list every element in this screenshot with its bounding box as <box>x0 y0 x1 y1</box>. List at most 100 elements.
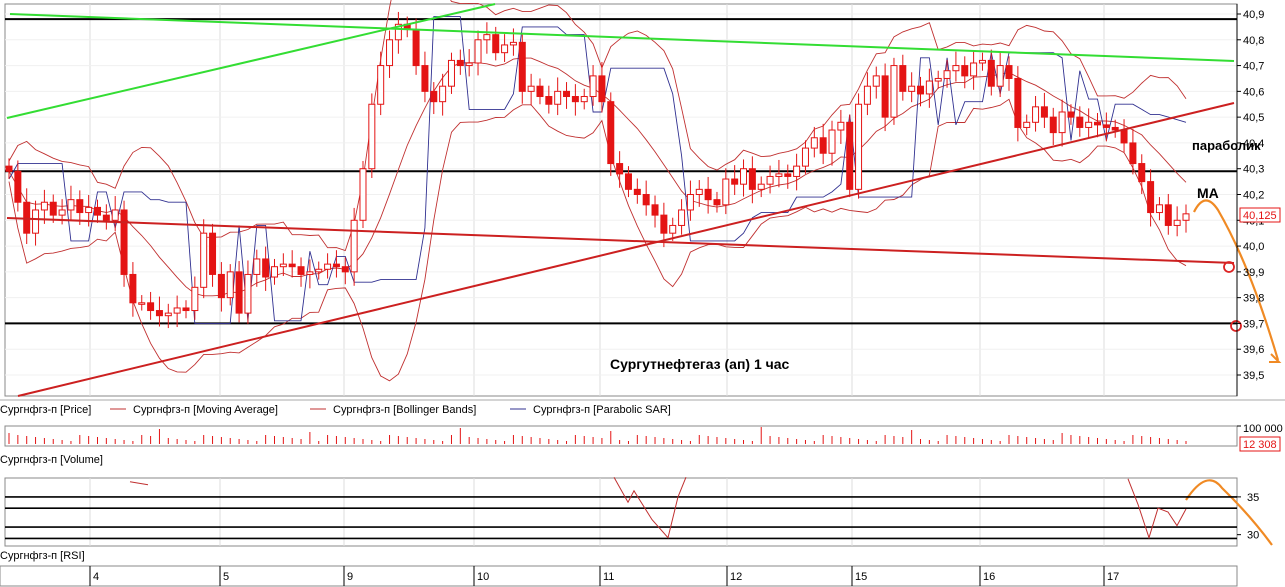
candle-body <box>970 62 978 77</box>
candle-body <box>943 70 951 79</box>
candle <box>49 194 57 223</box>
time-axis-label: 5 <box>223 571 229 583</box>
candle-body <box>766 175 774 185</box>
time-axis-label: 9 <box>347 571 353 583</box>
candle-body <box>554 90 562 105</box>
forecast-arrow-price <box>1193 199 1280 361</box>
candle-body <box>120 209 128 275</box>
candle <box>828 120 836 166</box>
candle <box>784 164 792 189</box>
candle-body <box>111 209 119 221</box>
candle-body <box>430 90 438 103</box>
candle <box>76 190 84 225</box>
candle <box>1155 197 1163 221</box>
candle <box>686 180 694 221</box>
candle-body <box>1147 181 1155 214</box>
candle-body <box>262 258 270 278</box>
candle <box>209 223 217 287</box>
candle <box>775 159 783 188</box>
candle-body <box>819 137 827 154</box>
candle <box>846 114 854 198</box>
candle <box>624 166 632 198</box>
candle-body <box>899 65 907 92</box>
candle-body <box>306 271 314 275</box>
candle <box>138 295 146 311</box>
candle <box>315 261 323 280</box>
candle <box>1032 95 1040 132</box>
annotation-parabolic: параболик <box>1192 138 1261 153</box>
candle-body <box>642 194 650 206</box>
candle <box>793 153 801 191</box>
candle-body <box>695 188 703 195</box>
candle <box>695 180 703 207</box>
candle <box>447 52 455 94</box>
candle <box>164 303 172 329</box>
candle <box>1040 92 1048 128</box>
candle <box>182 300 190 319</box>
candle <box>952 51 960 82</box>
candle-body <box>775 173 783 177</box>
candle <box>1094 113 1102 138</box>
candle-body <box>616 163 624 175</box>
candle-body <box>996 65 1004 87</box>
candle-body <box>332 263 340 268</box>
candle <box>704 176 712 214</box>
legend-ma-series: Сургнфгз-п [Moving Average] <box>133 404 278 416</box>
candle-body <box>731 178 739 185</box>
candle <box>1014 66 1022 142</box>
red-trendline-rising <box>17 102 1235 397</box>
candle-body <box>147 302 155 312</box>
red-trendline-falling <box>6 217 1235 264</box>
candle-body <box>828 129 836 154</box>
candle-body <box>182 307 190 312</box>
price-tick-label: 40,2 <box>1243 190 1264 202</box>
candle <box>1164 193 1172 235</box>
candle <box>226 264 234 306</box>
candle <box>40 189 48 224</box>
price-tick-label: 40,8 <box>1243 35 1264 47</box>
rsi-line-segment <box>129 481 149 486</box>
candle-body <box>1120 129 1128 144</box>
candle-body <box>129 273 137 304</box>
chart-title: Сургутнефтегаз (ап) 1 час <box>610 356 790 372</box>
candle <box>987 49 995 96</box>
current-price-text: 40,125 <box>1243 210 1277 222</box>
candle <box>722 168 730 215</box>
price-tick-label: 39,9 <box>1243 267 1264 279</box>
candle-body <box>32 209 40 234</box>
candle-body <box>660 214 668 234</box>
candle <box>1076 106 1084 137</box>
candle <box>810 126 818 158</box>
candle-body <box>571 96 579 103</box>
time-axis-label: 11 <box>603 571 614 583</box>
candle <box>394 11 402 54</box>
candle <box>14 160 22 212</box>
candle-body <box>1164 204 1172 226</box>
candle-body <box>978 59 986 64</box>
candle <box>129 262 137 317</box>
candle-body <box>1067 111 1075 118</box>
candle <box>589 65 597 106</box>
time-axis <box>0 565 1238 587</box>
candle <box>899 54 907 101</box>
candle <box>262 246 270 291</box>
green-trendline-falling <box>9 13 1235 62</box>
candle-body <box>872 75 880 87</box>
candle <box>872 66 880 99</box>
price-tick-label: 39,8 <box>1243 293 1264 305</box>
candle-body <box>474 39 482 64</box>
candle <box>757 176 765 198</box>
price-tick-label: 39,6 <box>1243 344 1264 356</box>
green-trendline-rising <box>6 3 496 119</box>
candle-body <box>713 199 721 206</box>
volume-current-label: 12 308 <box>1239 436 1281 452</box>
candle-body <box>784 173 792 177</box>
candle-body <box>394 23 402 41</box>
candle <box>235 261 243 323</box>
candle-body <box>324 263 332 270</box>
candle <box>881 63 889 132</box>
candle-body <box>1155 204 1163 214</box>
candle-body <box>1014 77 1022 128</box>
candle-body <box>925 80 933 95</box>
candle-body <box>341 266 349 273</box>
